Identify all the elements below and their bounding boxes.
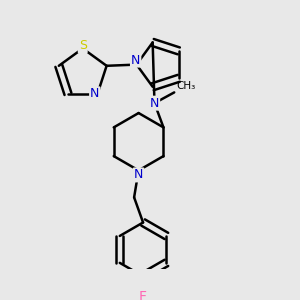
Text: N: N bbox=[90, 87, 100, 101]
Text: S: S bbox=[79, 39, 87, 52]
Text: N: N bbox=[150, 97, 159, 110]
Text: CH₃: CH₃ bbox=[176, 81, 195, 91]
Text: N: N bbox=[131, 54, 140, 67]
Text: F: F bbox=[139, 290, 147, 300]
Text: N: N bbox=[134, 168, 143, 182]
